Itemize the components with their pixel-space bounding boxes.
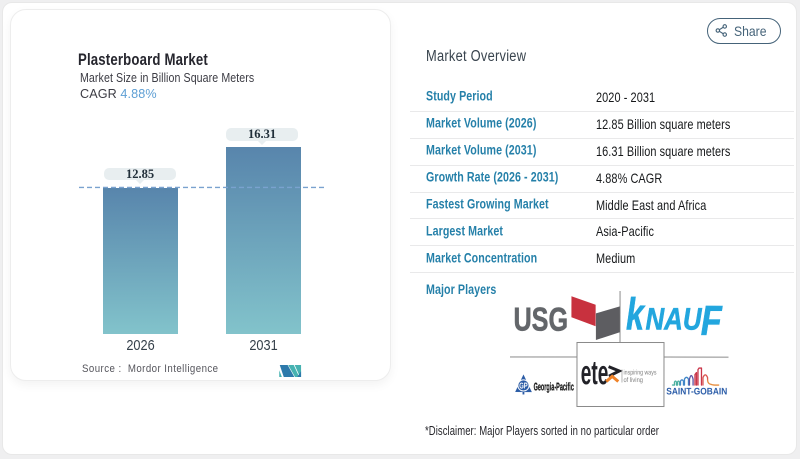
svg-text:of living: of living: [623, 377, 643, 384]
svg-text:USG: USG: [514, 301, 569, 338]
svg-text:Georgia-Pacific: Georgia-Pacific: [534, 381, 574, 393]
svg-text:k: k: [626, 289, 645, 340]
svg-text:F: F: [701, 297, 723, 344]
svg-text:SAINT-GOBAIN: SAINT-GOBAIN: [666, 386, 727, 397]
svg-text:inspiring ways: inspiring ways: [623, 370, 656, 377]
svg-text:NAU: NAU: [646, 302, 703, 337]
svg-text:ete: ete: [581, 354, 609, 392]
svg-text:GP: GP: [519, 381, 528, 391]
